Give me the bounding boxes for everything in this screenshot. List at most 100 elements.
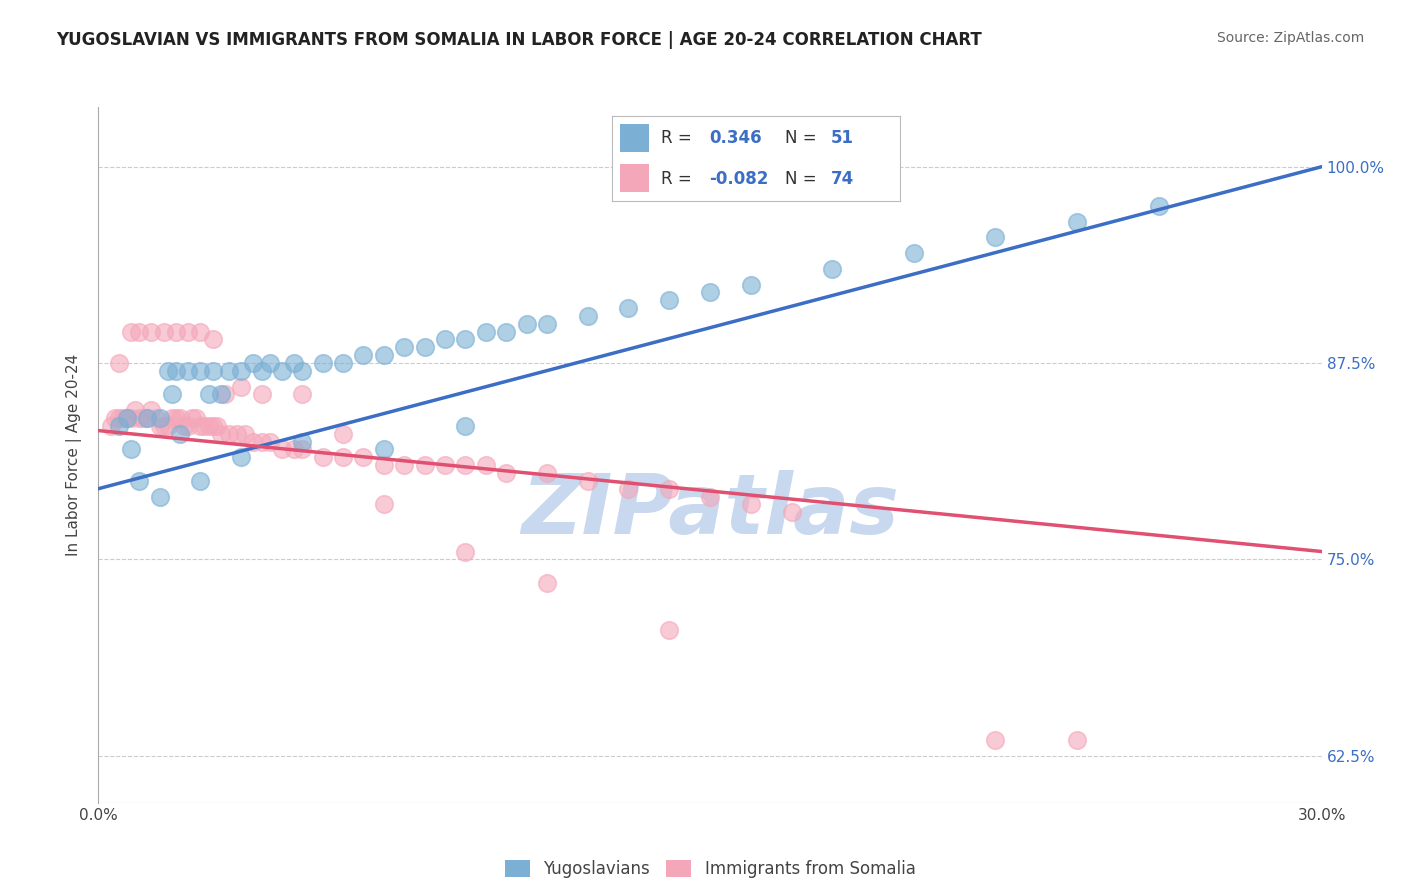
Point [270,364,294,378]
Point [242,434,264,449]
Point [283,442,305,457]
Point [699,285,721,300]
Point [136,411,159,425]
Point [250,364,273,378]
Point [156,418,179,433]
Text: ZIPatlas: ZIPatlas [522,470,898,551]
Point [576,474,599,488]
Point [156,364,179,378]
Point [373,497,395,511]
Point [699,490,721,504]
Point [231,364,253,378]
Point [1066,215,1088,229]
Point [205,418,228,433]
Point [149,411,172,425]
Point [111,411,134,425]
Point [149,490,172,504]
Point [145,411,167,425]
Point [141,403,163,417]
Legend: Yugoslavians, Immigrants from Somalia: Yugoslavians, Immigrants from Somalia [498,854,922,885]
Point [474,325,498,339]
Y-axis label: In Labor Force | Age 20-24: In Labor Force | Age 20-24 [66,354,83,556]
Point [617,301,640,315]
Point [124,403,146,417]
Point [332,450,354,465]
Point [136,411,159,425]
Point [984,230,1007,244]
Point [454,333,477,347]
Point [177,418,200,433]
Point [108,418,131,433]
Point [821,261,844,276]
Point [516,317,538,331]
Point [201,333,224,347]
Point [120,411,142,425]
Point [181,411,204,425]
Point [250,387,273,401]
Point [312,356,335,370]
Point [186,411,208,425]
Point [226,426,249,441]
Point [177,364,200,378]
Point [165,411,187,425]
Text: 0.346: 0.346 [710,129,762,147]
Point [108,356,131,370]
Point [231,450,253,465]
Point [413,340,436,354]
Point [332,356,354,370]
Point [373,442,395,457]
Point [1066,733,1088,747]
Point [169,411,191,425]
Point [169,426,191,441]
Text: N =: N = [785,129,815,147]
Text: 51: 51 [831,129,853,147]
Point [115,411,138,425]
Point [352,348,374,362]
Point [197,387,219,401]
Point [291,442,314,457]
Point [197,418,219,433]
Text: -0.082: -0.082 [710,169,769,187]
Point [173,418,195,433]
Point [617,482,640,496]
Point [165,364,187,378]
Point [454,458,477,472]
Point [454,544,477,558]
Point [536,575,558,590]
Point [188,418,212,433]
Point [132,411,155,425]
Point [128,325,150,339]
Point [270,442,294,457]
Point [291,387,314,401]
Point [1147,199,1170,213]
Point [242,356,264,370]
Point [392,340,416,354]
Point [218,426,240,441]
Point [392,458,416,472]
Point [576,309,599,323]
Point [120,325,142,339]
Point [218,364,240,378]
Text: YUGOSLAVIAN VS IMMIGRANTS FROM SOMALIA IN LABOR FORCE | AGE 20-24 CORRELATION CH: YUGOSLAVIAN VS IMMIGRANTS FROM SOMALIA I… [56,31,981,49]
Point [188,474,212,488]
Point [780,505,803,519]
Point [474,458,498,472]
Point [115,411,138,425]
Point [193,418,215,433]
Point [740,277,762,292]
Point [332,426,354,441]
Point [149,418,172,433]
Point [658,623,681,637]
Text: R =: R = [661,169,692,187]
Point [128,411,150,425]
Point [152,418,174,433]
Point [233,426,256,441]
Point [177,325,200,339]
Point [434,333,457,347]
Point [658,482,681,496]
Point [141,325,163,339]
Point [373,458,395,472]
Point [740,497,762,511]
Point [201,418,224,433]
Text: Source: ZipAtlas.com: Source: ZipAtlas.com [1216,31,1364,45]
